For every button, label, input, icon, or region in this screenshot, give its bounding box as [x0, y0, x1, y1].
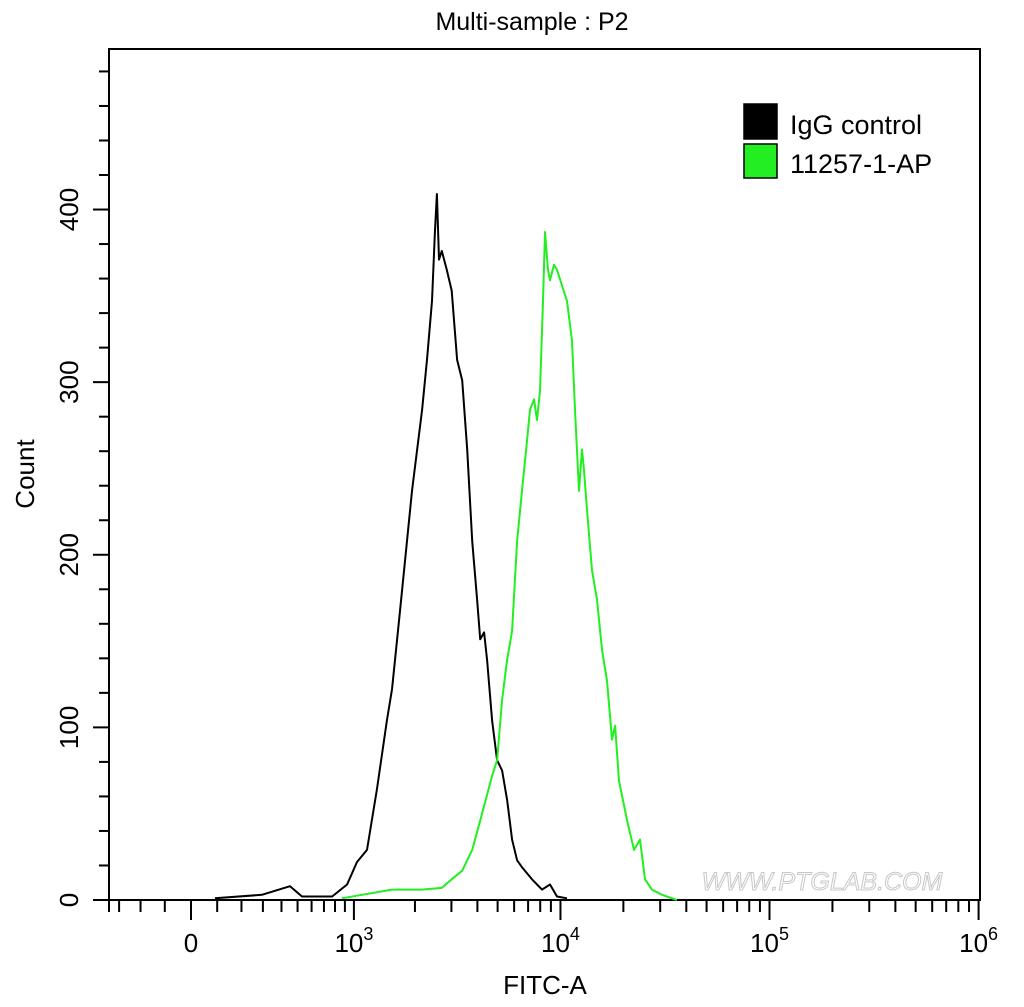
series-layer	[214, 193, 678, 901]
x-tick-label: 103	[334, 924, 373, 958]
x-tick-label: 0	[184, 928, 198, 958]
series-line-igg-control	[214, 193, 568, 900]
x-tick-label: 105	[750, 924, 789, 958]
y-axis-label: Count	[10, 439, 40, 509]
legend-swatch-11257-1-ap	[743, 143, 778, 179]
y-tick-label: 400	[54, 188, 84, 231]
y-tick-label: 0	[54, 893, 84, 907]
legend-label-11257-1-ap: 11257-1-AP	[790, 149, 932, 179]
x-tick-label: 104	[541, 924, 580, 958]
series-line-11257-1-ap	[341, 231, 678, 901]
watermark: WWW.PTGLAB.COM	[702, 868, 943, 896]
y-axis-ticks	[93, 70, 109, 901]
chart-title: Multi-sample : P2	[435, 8, 628, 36]
legend-label-igg-control: IgG control	[790, 110, 922, 140]
y-tick-label: 100	[54, 706, 84, 749]
plot-frame	[108, 48, 981, 901]
y-tick-label: 200	[54, 533, 84, 576]
y-tick-label: 300	[54, 360, 84, 403]
y-tick-labels: 0 100 200 300 400	[54, 188, 84, 907]
x-axis-ticks	[108, 900, 980, 920]
x-tick-label: 106	[959, 924, 998, 958]
legend: IgG control 11257-1-AP	[743, 103, 932, 179]
legend-swatch-igg-control	[743, 103, 778, 140]
x-axis-label: FITC-A	[503, 970, 587, 1000]
x-tick-labels: 0 103 104 105 106	[184, 924, 998, 958]
